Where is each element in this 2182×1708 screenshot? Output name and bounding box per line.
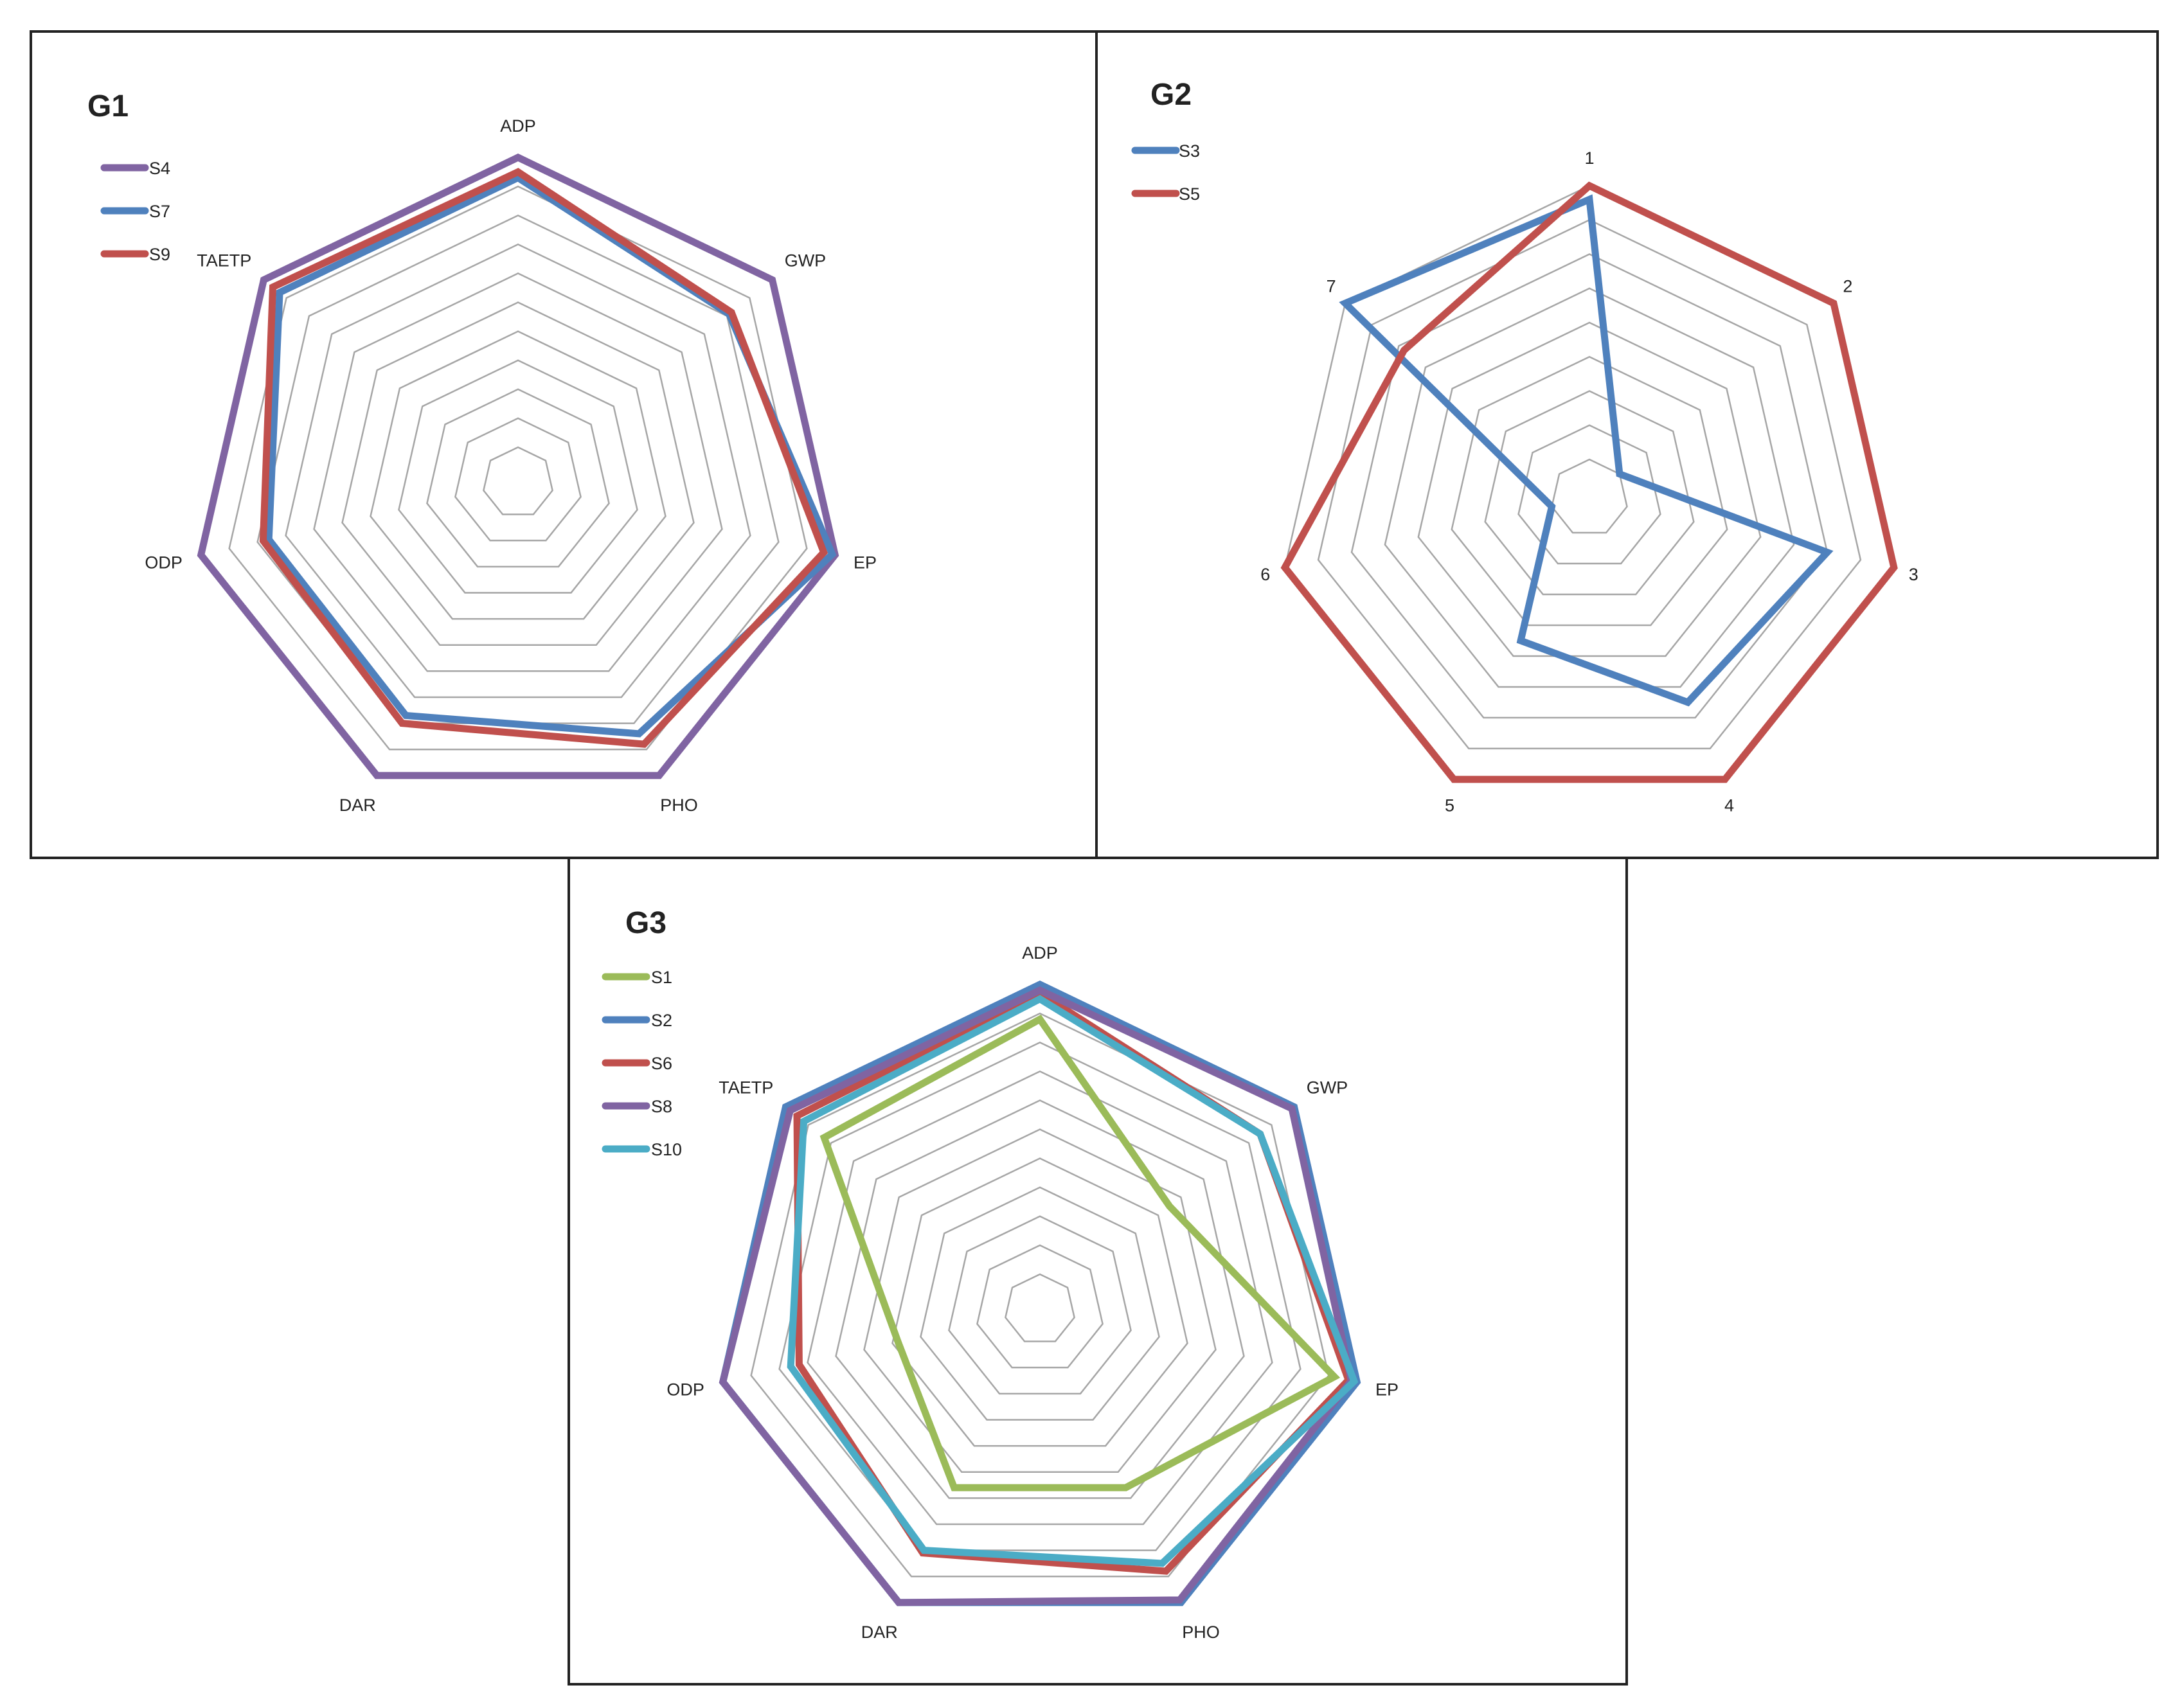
axis-label: GWP — [785, 251, 827, 270]
axis-label: 5 — [1445, 796, 1454, 815]
grid-ring — [1484, 390, 1695, 596]
axis-label: 2 — [1843, 277, 1852, 296]
grid-ring — [835, 1099, 1245, 1499]
grid-ring — [778, 1041, 1301, 1551]
axis-label: PHO — [1182, 1623, 1220, 1642]
axis-label: DAR — [339, 796, 376, 815]
chart-panel-g2: G2 1 2 3 4 5 6 7 S3 S5 — [1095, 30, 2159, 859]
radar-chart-g2: G2 1 2 3 4 5 6 7 S3 S5 — [1131, 78, 1918, 815]
axis-label: EP — [1375, 1380, 1399, 1400]
axis-label: GWP — [1307, 1078, 1348, 1097]
radar-chart-g1: G1 ADP GWP EP PHO DAR ODP TAETP S4 S7 S9 — [87, 89, 877, 815]
grid-ring — [807, 1070, 1273, 1526]
series-line-s1 — [819, 1014, 1341, 1491]
chart-title: G3 — [625, 906, 666, 940]
grid-ring — [483, 446, 553, 515]
grid-ring — [454, 417, 582, 542]
grid-ring — [976, 1244, 1104, 1369]
series-line-s10 — [787, 995, 1359, 1567]
axis-label: EP — [854, 553, 877, 573]
axis-label: 1 — [1584, 148, 1594, 168]
legend-label: S5 — [1179, 184, 1200, 204]
axis-label: ODP — [145, 553, 183, 573]
grid-ring — [1005, 1273, 1075, 1342]
legend-label: S3 — [1179, 141, 1200, 161]
series-line-s3 — [1339, 194, 1834, 707]
grid-ring — [370, 330, 666, 620]
series-line-s4 — [197, 153, 839, 779]
series-line-s8 — [719, 986, 1355, 1606]
axis-label: 7 — [1327, 277, 1336, 296]
axis-label: TAETP — [197, 251, 251, 270]
grid-ring — [1384, 287, 1795, 688]
axis-label: ADP — [500, 116, 536, 136]
grid-ring — [1451, 355, 1728, 627]
grid-ring — [1417, 321, 1762, 657]
grid-ring — [313, 272, 723, 672]
series-line-s7 — [265, 173, 837, 738]
grid-ring — [1551, 458, 1628, 534]
axis-label: PHO — [660, 796, 698, 815]
chart-panel-g1: G1 ADP GWP EP PHO DAR ODP TAETP S4 S7 S9 — [30, 30, 1098, 859]
axis-label: DAR — [861, 1623, 898, 1642]
series-line-s5 — [1280, 181, 1898, 783]
grid-ring — [1350, 253, 1829, 719]
legend-label: S9 — [149, 245, 170, 264]
legend-label: S10 — [651, 1140, 682, 1159]
chart-title: G2 — [1150, 78, 1192, 112]
grid-ring — [1317, 218, 1862, 750]
axis-label: TAETP — [719, 1078, 773, 1097]
series-line-s9 — [259, 168, 828, 748]
grid-ring — [863, 1128, 1217, 1473]
series-line-s2 — [719, 980, 1361, 1606]
axis-label: 3 — [1909, 565, 1918, 584]
grid-ring — [1283, 184, 1895, 781]
axis-label: ADP — [1022, 943, 1058, 963]
grid-ring — [948, 1215, 1132, 1395]
legend-label: S6 — [651, 1054, 672, 1073]
grid-ring — [341, 301, 695, 646]
chart-title: G1 — [87, 89, 129, 123]
grid-ring — [398, 359, 638, 594]
grid-ring — [426, 388, 610, 568]
axis-label: 6 — [1260, 565, 1270, 584]
axis-label: 4 — [1724, 796, 1734, 815]
grid-ring — [285, 243, 751, 698]
radar-chart-g3: G3 ADP GWP EP PHO DAR ODP TAETP S1 S2 S6 S8 S10 — [602, 906, 1399, 1642]
grid-ring — [200, 156, 836, 777]
legend-label: S2 — [651, 1011, 672, 1030]
grid-ring — [920, 1186, 1160, 1421]
grid-ring — [722, 983, 1358, 1604]
legend-label: S7 — [149, 202, 170, 221]
chart-panel-g3: G3 ADP GWP EP PHO DAR ODP TAETP S1 S2 S6 S8 S10 — [568, 857, 1628, 1686]
grid-ring — [1517, 424, 1661, 565]
axis-label: ODP — [666, 1380, 704, 1400]
legend-label: S8 — [651, 1097, 672, 1116]
legend-label: S1 — [651, 968, 672, 987]
grid-ring — [891, 1157, 1188, 1447]
legend-label: S4 — [149, 159, 170, 178]
